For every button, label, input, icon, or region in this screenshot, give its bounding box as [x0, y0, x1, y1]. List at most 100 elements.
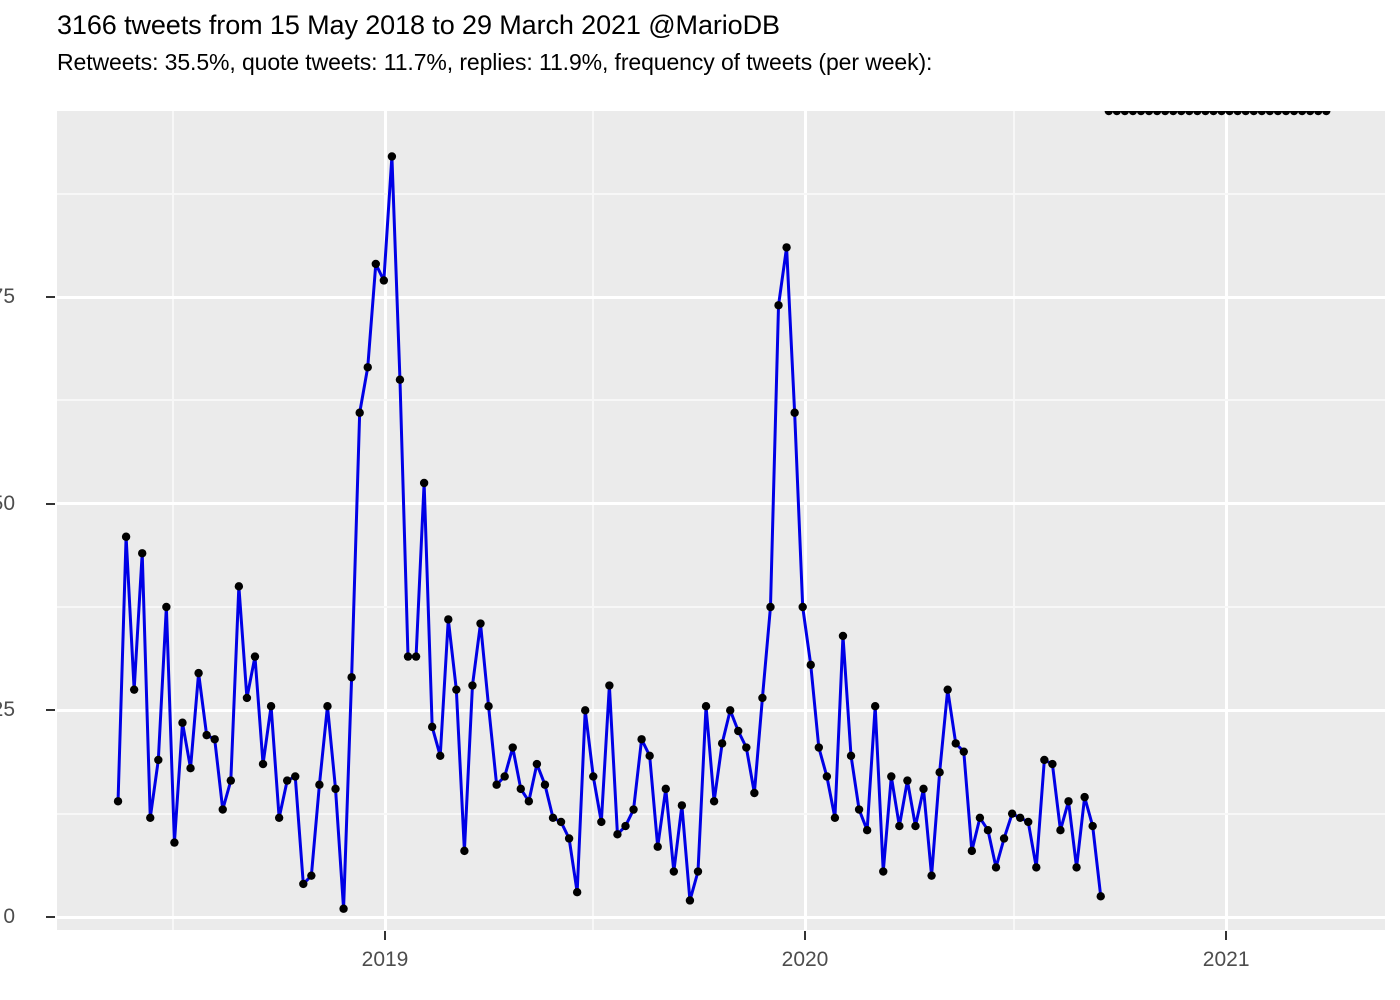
data-point: [621, 821, 630, 831]
data-point: [1273, 111, 1283, 116]
data-point: [323, 702, 332, 711]
data-point: [395, 375, 405, 384]
data-point: [1305, 111, 1315, 116]
data-point: [291, 772, 300, 781]
data-point: [508, 743, 517, 752]
data-point: [524, 797, 534, 806]
data-point: [822, 772, 832, 781]
data-point: [991, 863, 1001, 872]
data-point: [967, 846, 977, 856]
data-point: [1177, 111, 1186, 116]
data-point: [1233, 111, 1242, 116]
data-point: [726, 706, 735, 715]
x-axis-tick-mark: [384, 931, 386, 940]
y-axis-tick-mark: [46, 502, 55, 505]
data-point: [1128, 111, 1138, 116]
data-point: [1032, 863, 1041, 872]
data-point: [1136, 111, 1146, 116]
data-point: [1281, 111, 1291, 116]
data-point: [138, 549, 147, 558]
data-point: [331, 784, 340, 794]
data-point: [927, 871, 936, 880]
data-point: [798, 602, 807, 612]
data-point: [677, 801, 687, 810]
data-point: [347, 673, 356, 682]
series-points: [113, 111, 1331, 913]
data-point: [935, 768, 944, 777]
data-point: [444, 615, 453, 624]
data-point: [1072, 863, 1081, 872]
gridline-major-horizontal: [57, 708, 1385, 712]
data-point: [1040, 755, 1049, 765]
data-point: [299, 879, 308, 889]
data-point: [758, 693, 767, 703]
data-point: [717, 739, 727, 748]
y-axis-tick-mark: [46, 709, 55, 712]
data-point: [701, 702, 711, 711]
data-point: [879, 867, 888, 876]
data-point: [999, 834, 1009, 843]
y-axis-tick-label: 0: [3, 905, 15, 928]
data-point: [1265, 111, 1275, 116]
data-point: [226, 776, 236, 785]
data-point: [387, 152, 397, 161]
data-point: [266, 702, 276, 711]
data-point: [1080, 792, 1089, 802]
data-point: [1048, 759, 1057, 769]
plot-panel: [57, 111, 1385, 930]
data-point: [750, 788, 759, 798]
data-point: [959, 747, 968, 756]
data-point: [484, 702, 493, 711]
data-point: [129, 685, 139, 694]
gridline-major-vertical: [383, 111, 387, 930]
data-point: [975, 813, 985, 822]
data-point: [838, 631, 848, 641]
data-point: [653, 842, 662, 851]
data-point: [1152, 111, 1162, 116]
data-point: [355, 408, 364, 417]
data-point: [162, 602, 171, 612]
tweet-frequency-line-series: [113, 111, 1331, 913]
data-point: [564, 834, 574, 843]
data-point: [870, 702, 880, 711]
data-point: [742, 743, 751, 752]
data-point: [121, 532, 131, 541]
gridline-major-horizontal: [57, 915, 1385, 919]
data-point: [194, 668, 203, 678]
data-point: [186, 764, 195, 773]
data-point: [403, 652, 413, 661]
data-point: [379, 276, 389, 285]
data-point: [661, 784, 670, 794]
data-point: [411, 652, 421, 661]
y-axis-tick-label: 75: [0, 285, 15, 308]
data-point: [1056, 826, 1065, 835]
data-point: [613, 830, 622, 839]
data-point: [170, 838, 179, 847]
data-point: [1322, 111, 1331, 116]
x-axis-tick-mark: [804, 931, 806, 940]
gridline-minor-vertical: [592, 111, 595, 930]
data-point: [1088, 821, 1097, 831]
data-point: [766, 602, 775, 612]
data-point: [210, 735, 219, 744]
data-point: [806, 660, 815, 670]
x-axis-tick-label: 2019: [361, 948, 409, 971]
data-point: [854, 805, 864, 814]
data-point: [645, 751, 654, 760]
data-point: [1185, 111, 1194, 116]
data-point: [782, 243, 791, 252]
data-point: [887, 772, 896, 781]
data-point: [1201, 111, 1210, 116]
data-point: [307, 871, 316, 880]
title-block: 3166 tweets from 15 May 2018 to 29 March…: [57, 8, 1387, 77]
data-point: [315, 780, 324, 789]
y-axis-tick-label: 50: [0, 491, 15, 515]
data-point: [734, 726, 743, 736]
gridline-minor-horizontal: [57, 399, 1385, 402]
y-axis-tick-mark: [46, 296, 55, 298]
data-point: [516, 784, 525, 794]
data-point: [1225, 111, 1234, 116]
data-point: [436, 751, 445, 760]
